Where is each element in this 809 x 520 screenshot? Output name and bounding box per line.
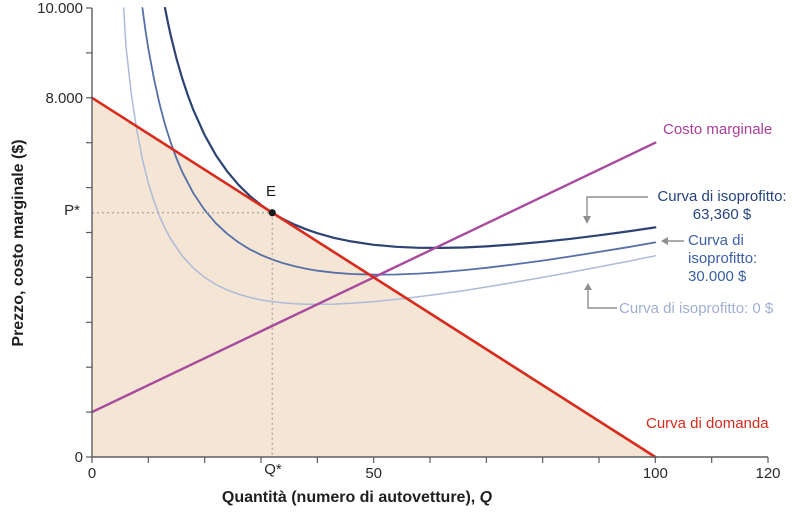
x-tick-label-0: 0 — [88, 465, 96, 482]
x-tick-label-120: 120 — [755, 465, 780, 482]
isoprofit-30000-label-line1: Curva di — [688, 232, 744, 249]
x-axis-title: Quantità (numero di autovetture), Q — [92, 489, 622, 507]
isoprofit-30000-label-line3: 30.000 $ — [688, 268, 747, 285]
y-axis-title: Prezzo, costo marginale ($) — [10, 139, 27, 347]
isoprofit-0-label: Curva di isoprofitto: 0 $ — [619, 300, 774, 317]
y-tick-label-0: 0 — [75, 449, 83, 466]
annotation-arrow-curva-di-isoprofitto-0 — [587, 290, 617, 309]
isoprofit-63360-label: Curva di isoprofitto: 63,360 $ — [646, 188, 798, 224]
annotation-arrowhead-curva-di-isoprofitto-0 — [584, 283, 592, 290]
y-tick-label-10000: 10.000 — [37, 0, 83, 17]
curve-curva-di-domanda — [90, 96, 657, 459]
x-tick-label-50: 50 — [365, 465, 382, 482]
y-tick-label-8000: 8.000 — [45, 90, 83, 107]
equilibrium-point-label: E — [266, 183, 277, 200]
isoprofit-63360-label-line1: Curva di isoprofitto: — [657, 188, 787, 205]
equilibrium-point — [268, 209, 276, 217]
x-axis-title-text: Quantità (numero di autovetture), — [221, 489, 480, 506]
x-tick-label-100: 100 — [643, 465, 668, 482]
demand-curve-label: Curva di domanda — [646, 415, 769, 432]
q-star-label: Q* — [264, 461, 282, 478]
isoprofit-63360-label-line2: 63,360 $ — [692, 206, 752, 223]
annotation-arrow-curva-di-isoprofitto-63-360 — [586, 196, 648, 216]
curve-curva-di-isoprofitto-63-360 — [163, 6, 657, 249]
p-star-label: P* — [64, 202, 80, 219]
curve-curva-di-isoprofitto-30-000 — [141, 7, 657, 276]
annotation-arrowhead-curva-di-isoprofitto-30-000 — [661, 237, 668, 245]
isoprofit-30000-label-line2: isoprofitto: — [688, 250, 758, 267]
marginal-cost-curve-label: Costo marginale — [663, 121, 773, 138]
curve-curva-di-isoprofitto-0 — [122, 7, 657, 306]
isoprofit-30000-label: Curva di isoprofitto: 30.000 $ — [688, 232, 757, 286]
x-axis-title-variable: Q — [479, 489, 493, 506]
annotation-arrowhead-curva-di-isoprofitto-63-360 — [583, 216, 591, 224]
